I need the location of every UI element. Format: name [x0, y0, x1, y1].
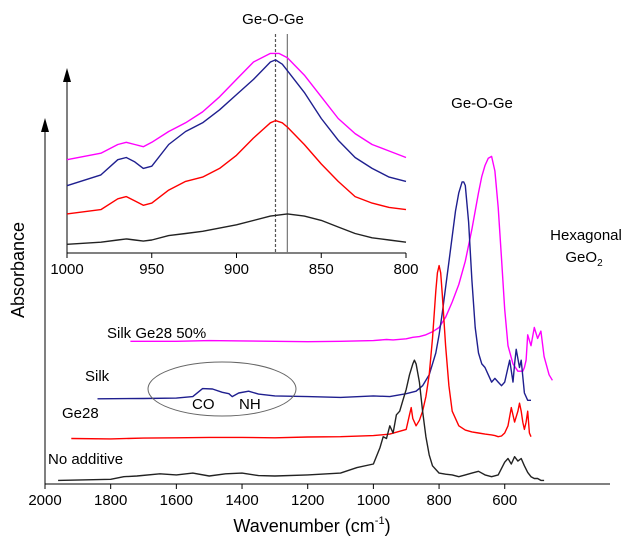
co-nh-highlight-ellipse [147, 361, 297, 417]
inset-x-tick-label-950: 950 [139, 261, 164, 278]
main-x-tick-label-2000: 2000 [28, 492, 61, 509]
series-label-silk-ge28: Silk Ge28 50% [107, 325, 206, 342]
inset-y-axis-arrow [63, 68, 71, 82]
inset-x-tick-label-900: 900 [224, 261, 249, 278]
main-x-tick-label-1800: 1800 [94, 492, 127, 509]
main-x-tick-label-1400: 1400 [225, 492, 258, 509]
main-x-tick-label-1000: 1000 [357, 492, 390, 509]
main-x-tick-label-1200: 1200 [291, 492, 324, 509]
annotation-geo2: GeO2 [565, 249, 603, 269]
inset-series-line-series-2 [66, 59, 407, 187]
annotation-hexagonal: Hexagonal [550, 227, 621, 244]
main-y-axis-label: Absorbance [8, 222, 28, 318]
inset-series-group [66, 52, 407, 245]
series-label-silk: Silk [85, 368, 110, 385]
annotation-nh: NH [239, 396, 261, 413]
series-label-ge28: Ge28 [62, 405, 99, 422]
main-series-line-ge28 [71, 264, 532, 440]
annotation-geoge-main: Ge-O-Ge [451, 95, 513, 112]
inset-series-line-series-1 [66, 52, 407, 161]
inset-series-line-series-3 [66, 119, 407, 215]
inset-x-tick-label-800: 800 [393, 261, 418, 278]
main-x-tick-label-600: 600 [492, 492, 517, 509]
main-x-tick-label-800: 800 [427, 492, 452, 509]
series-label-no-additive: No additive [48, 451, 123, 468]
main-x-ticks: 2000 1800 1600 1400 1200 1000 800 600 [28, 484, 517, 509]
inset-title: Ge-O-Ge [242, 11, 304, 28]
inset-x-tick-label-850: 850 [309, 261, 334, 278]
main-series-line-silk-ge28-50 [130, 155, 554, 381]
main-series-line-silk [97, 181, 531, 401]
inset-x-ticks: 1000 950 900 850 800 [50, 253, 419, 278]
main-series-group [58, 155, 554, 482]
inset-series-line-series-4 [66, 213, 407, 245]
main-y-axis-arrow [41, 118, 49, 132]
inset-x-tick-label-1000: 1000 [50, 261, 83, 278]
main-x-tick-label-1600: 1600 [160, 492, 193, 509]
inset-plot: 1000 950 900 850 800 Ge-O-Ge [50, 11, 418, 278]
main-x-axis-label: Wavenumber (cm-1) [233, 515, 390, 536]
main-plot: 2000 1800 1600 1400 1200 1000 800 600 Absorbanc… [8, 95, 621, 536]
annotation-co: CO [192, 396, 215, 413]
main-series-line-no-additive [58, 359, 545, 482]
